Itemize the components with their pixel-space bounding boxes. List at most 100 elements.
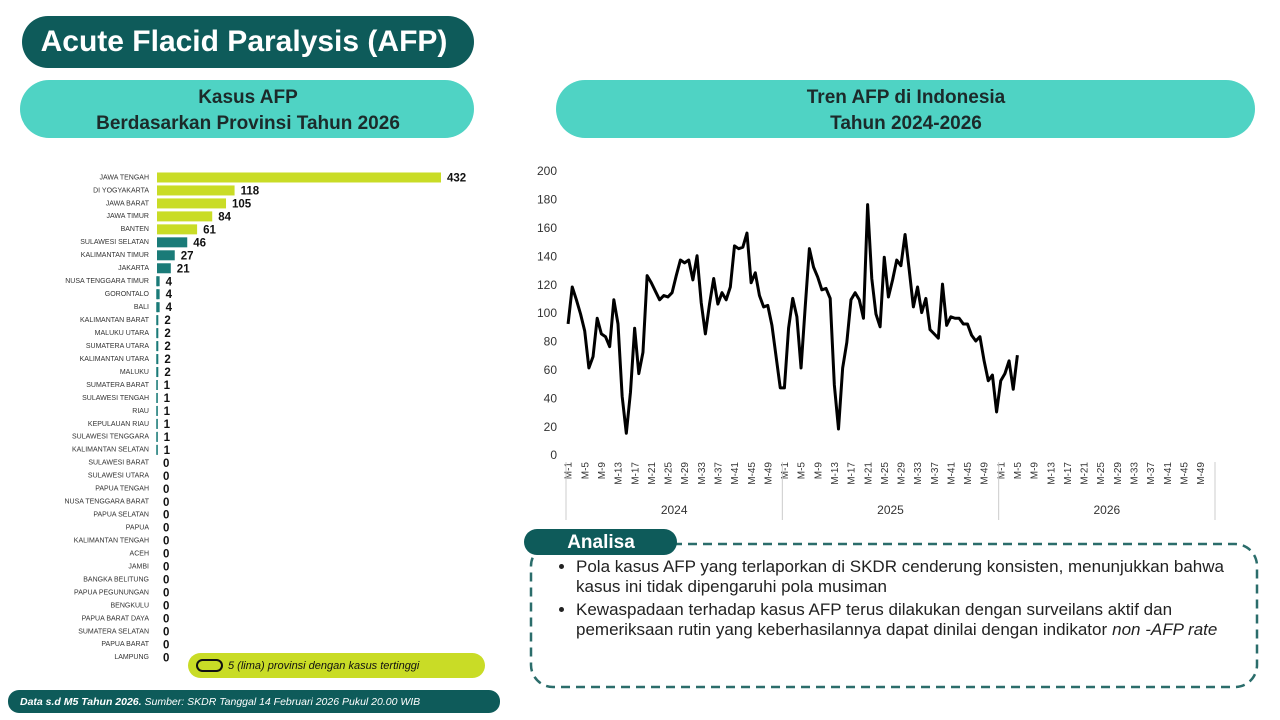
group-label: 2026 <box>1093 503 1120 517</box>
y-tick-label: BANTEN <box>121 226 149 233</box>
x-tick-label: M-17 <box>630 462 641 485</box>
data-label: 1 <box>164 445 171 457</box>
y-tick-label: BANGKA BELITUNG <box>83 576 149 583</box>
x-tick-label: M-17 <box>847 462 858 485</box>
data-label: 2 <box>164 315 170 327</box>
data-label: 0 <box>163 471 169 483</box>
y-tick-label: 80 <box>544 335 558 349</box>
x-tick-label: M-45 <box>747 462 758 485</box>
panel-subtitle: Berdasarkan Provinsi Tahun 2026 <box>96 113 400 134</box>
y-tick-label: LAMPUNG <box>114 654 149 661</box>
data-label: 27 <box>181 250 194 262</box>
footer-pill <box>8 690 500 713</box>
x-tick-label: M-25 <box>1096 462 1107 485</box>
y-tick-label: JAKARTA <box>118 265 149 272</box>
data-label: 0 <box>163 601 169 613</box>
x-tick-label: M-37 <box>1146 462 1157 485</box>
footer-source: Sumber: SKDR Tanggal 14 Februari 2026 Pu… <box>145 696 421 708</box>
data-label: 0 <box>163 497 169 509</box>
page-title: Acute Flacid Paralysis (AFP) <box>41 25 448 58</box>
data-label: 0 <box>163 536 169 548</box>
data-label: 84 <box>218 211 231 223</box>
y-tick-label: PAPUA SELATAN <box>93 512 149 519</box>
analysis-box <box>529 542 1259 689</box>
x-tick-label: M-1 <box>996 462 1007 480</box>
x-tick-label: M-29 <box>897 462 908 485</box>
data-label: 118 <box>241 185 260 197</box>
data-label: 4 <box>166 289 173 301</box>
y-tick-label: SULAWESI UTARA <box>88 473 149 480</box>
y-tick-label: KALIMANTAN TIMUR <box>81 252 149 259</box>
data-label: 0 <box>163 588 169 600</box>
x-tick-label: M-49 <box>1196 462 1207 485</box>
y-tick-label: JAWA BARAT <box>106 200 150 207</box>
bar <box>157 198 227 209</box>
y-tick-label: SULAWESI SELATAN <box>80 239 149 246</box>
bar <box>157 289 160 300</box>
y-tick-label: 200 <box>537 164 557 178</box>
data-label: 0 <box>163 626 169 638</box>
data-label: 21 <box>177 263 190 275</box>
panel-title: Tren AFP di Indonesia <box>807 87 1006 108</box>
y-tick-label: BALI <box>134 304 149 311</box>
data-label: 0 <box>163 484 169 496</box>
analysis-pill <box>524 529 677 555</box>
y-tick-label: 40 <box>544 391 558 405</box>
y-tick-label: SULAWESI TENGGARA <box>72 434 149 441</box>
x-tick-label: M-33 <box>697 462 708 485</box>
analysis-bullet: Pola kasus AFP yang terlaporkan di SKDR … <box>576 557 1238 597</box>
data-label: 4 <box>166 302 173 314</box>
x-tick-label: M-5 <box>797 462 808 480</box>
x-tick-label: M-37 <box>713 462 724 485</box>
bar <box>157 250 175 261</box>
y-tick-label: SULAWESI BARAT <box>88 460 149 467</box>
panel-header <box>20 80 474 138</box>
y-tick-label: KALIMANTAN SELATAN <box>72 447 149 454</box>
y-tick-label: DI YOGYAKARTA <box>93 187 149 194</box>
y-tick-label: KALIMANTAN UTARA <box>80 356 150 363</box>
note-icon <box>196 659 223 672</box>
analysis-bullet: Kewaspadaan terhadap kasus AFP terus dil… <box>576 600 1238 640</box>
y-tick-label: SUMATERA BARAT <box>86 382 149 389</box>
x-tick-label: M-9 <box>813 462 824 480</box>
bar <box>157 211 213 222</box>
y-tick-label: PAPUA BARAT DAYA <box>82 615 150 622</box>
y-tick-label: JAMBI <box>128 563 149 570</box>
data-label: 2 <box>164 341 170 353</box>
note-pill <box>188 653 485 678</box>
y-tick-label: 20 <box>544 420 558 434</box>
x-tick-label: M-13 <box>1046 462 1057 485</box>
panel-subtitle: Tahun 2024-2026 <box>830 113 982 134</box>
y-tick-label: JAWA TENGAH <box>99 174 149 181</box>
y-tick-label: BENGKULU <box>110 602 149 609</box>
data-label: 105 <box>232 198 252 210</box>
note: 5 (lima) provinsi dengan kasus tertinggi <box>228 660 420 672</box>
group-label: 2024 <box>661 503 688 517</box>
data-label: 2 <box>164 367 170 379</box>
data-label: 61 <box>203 224 216 236</box>
y-tick-label: SUMATERA SELATAN <box>78 628 149 635</box>
footer: Data s.d M5 Tahun 2026. Sumber: SKDR Tan… <box>20 696 420 708</box>
data-label: 1 <box>164 406 171 418</box>
panel-header <box>556 80 1255 138</box>
analysis-text: Kewaspadaan terhadap kasus AFP terus dil… <box>576 600 1173 639</box>
x-tick-label: M-41 <box>1163 462 1174 485</box>
y-tick-label: PAPUA TENGAH <box>95 486 149 493</box>
x-tick-label: M-1 <box>564 462 575 480</box>
group-label: 2025 <box>877 503 904 517</box>
data-label: 2 <box>164 328 170 340</box>
analysis-list: Pola kasus AFP yang terlaporkan di SKDR … <box>548 557 1238 643</box>
data-label: 46 <box>193 237 206 249</box>
panel-title: Kasus AFP <box>198 87 298 108</box>
y-tick-label: ACEH <box>130 550 149 557</box>
y-tick-label: 120 <box>537 278 557 292</box>
x-tick-label: M-21 <box>647 462 658 485</box>
y-tick-label: 100 <box>537 306 557 320</box>
y-tick-label: MALUKU <box>120 369 149 376</box>
x-tick-label: M-9 <box>597 462 608 480</box>
data-label: 0 <box>163 523 169 535</box>
x-tick-label: M-25 <box>880 462 891 485</box>
x-tick-label: M-45 <box>963 462 974 485</box>
data-label: 0 <box>163 562 169 574</box>
x-tick-label: M-17 <box>1063 462 1074 485</box>
